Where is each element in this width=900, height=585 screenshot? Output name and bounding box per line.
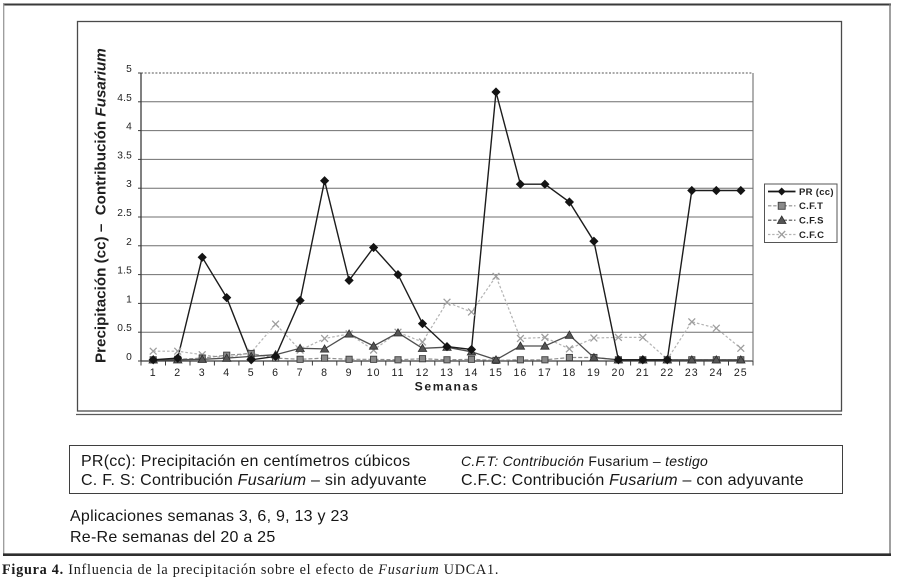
svg-text:5: 5 <box>126 64 132 75</box>
svg-text:4: 4 <box>223 367 230 379</box>
svg-text:14: 14 <box>465 367 479 379</box>
svg-text:0.5: 0.5 <box>117 323 132 334</box>
svg-text:3.5: 3.5 <box>117 150 132 161</box>
svg-text:Semanas: Semanas <box>415 379 480 393</box>
svg-text:20: 20 <box>612 367 626 379</box>
svg-text:C.F.T: C.F.T <box>799 201 823 212</box>
svg-text:C.F.C: C.F.C <box>799 230 824 241</box>
svg-text:1: 1 <box>126 294 132 305</box>
svg-text:19: 19 <box>587 367 601 379</box>
svg-text:21: 21 <box>636 367 650 379</box>
svg-text:24: 24 <box>709 367 723 379</box>
svg-text:10: 10 <box>367 367 381 379</box>
svg-text:23: 23 <box>685 367 699 379</box>
svg-text:25: 25 <box>734 367 748 379</box>
svg-text:2: 2 <box>174 367 181 379</box>
svg-text:16: 16 <box>514 367 528 379</box>
svg-text:11: 11 <box>392 367 405 379</box>
svg-text:7: 7 <box>297 367 304 379</box>
svg-text:C.F.S: C.F.S <box>799 216 824 227</box>
svg-text:13: 13 <box>440 367 454 379</box>
svg-text:4: 4 <box>126 122 132 133</box>
svg-text:PR (cc): PR (cc) <box>799 187 834 198</box>
svg-text:15: 15 <box>489 367 503 379</box>
svg-text:5: 5 <box>248 367 255 379</box>
svg-text:3: 3 <box>199 367 206 379</box>
svg-text:0: 0 <box>126 352 132 363</box>
svg-text:17: 17 <box>538 367 552 379</box>
svg-text:6: 6 <box>272 367 279 379</box>
svg-text:22: 22 <box>660 367 674 379</box>
svg-text:1: 1 <box>150 367 157 379</box>
svg-text:12: 12 <box>416 367 430 379</box>
svg-text:Precipitación (cc) – Contribu: Precipitación (cc) – Contribución Fusari… <box>93 48 110 363</box>
svg-text:2: 2 <box>126 237 132 248</box>
svg-text:18: 18 <box>563 367 577 379</box>
svg-text:4.5: 4.5 <box>117 93 132 104</box>
svg-text:2.5: 2.5 <box>117 208 132 219</box>
svg-text:3: 3 <box>126 179 132 190</box>
svg-text:8: 8 <box>321 367 328 379</box>
svg-text:1.5: 1.5 <box>117 266 132 277</box>
svg-text:9: 9 <box>346 367 353 379</box>
